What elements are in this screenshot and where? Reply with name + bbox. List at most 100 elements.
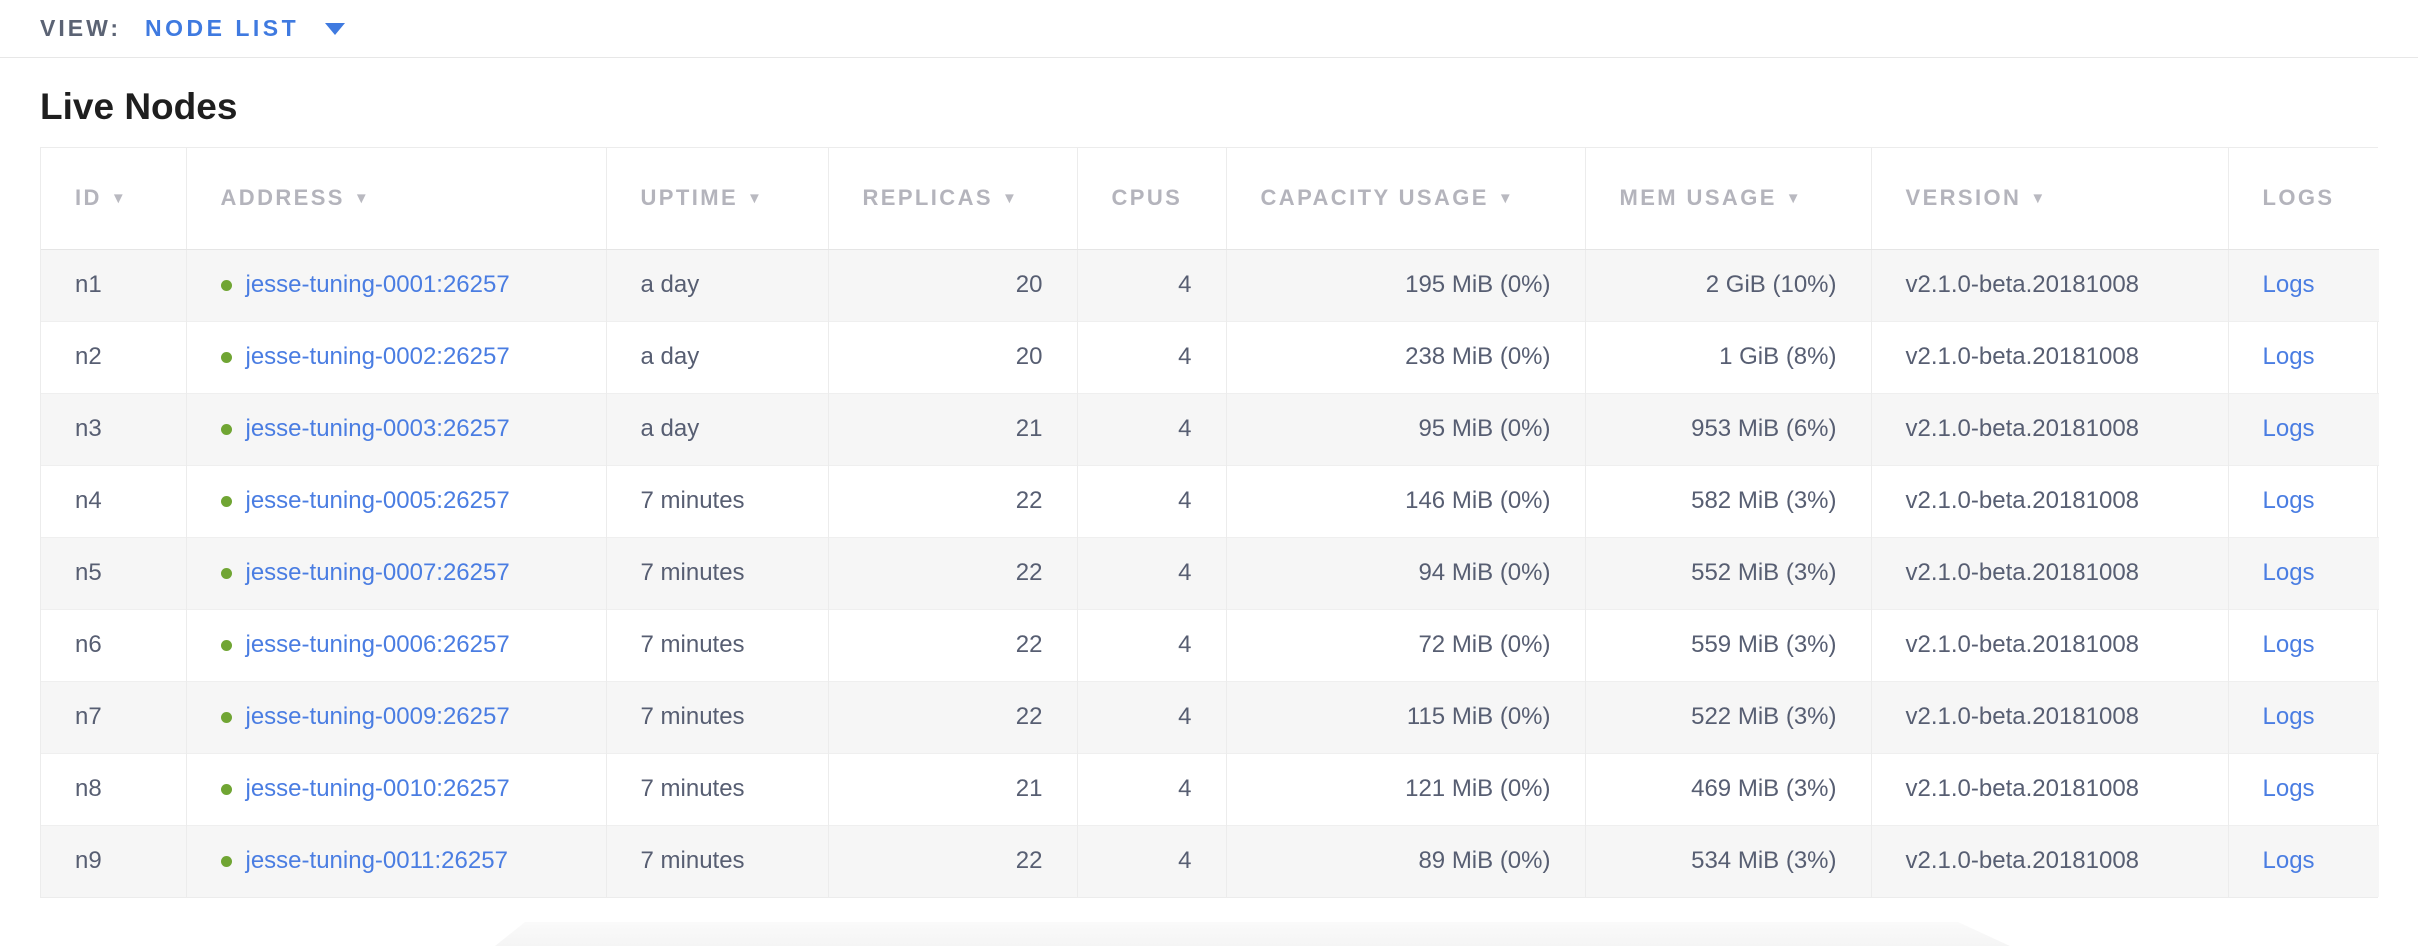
node-logs-cell: Logs (2228, 680, 2379, 753)
view-dropdown-value: NODE LIST (145, 15, 300, 41)
column-header-mem-usage[interactable]: MEM USAGE ▼ (1585, 148, 1872, 250)
node-address-cell: jesse-tuning-0010:26257 (186, 752, 607, 825)
node-logs-link[interactable]: Logs (2262, 271, 2315, 298)
node-uptime-cell: 7 minutes (606, 536, 829, 609)
node-address-cell: jesse-tuning-0006:26257 (186, 608, 607, 681)
node-id-cell: n4 (41, 464, 187, 537)
node-live-status-icon (220, 639, 232, 651)
sort-desc-icon: ▼ (353, 190, 369, 208)
node-mem-cell: 559 MiB (3%) (1585, 608, 1872, 681)
node-address-link[interactable]: jesse-tuning-0002:26257 (245, 343, 510, 370)
column-header-logs: LOGS (2228, 148, 2379, 250)
node-live-status-icon (220, 711, 232, 723)
column-header-version[interactable]: VERSION ▼ (1871, 148, 2229, 250)
node-address-cell: jesse-tuning-0002:26257 (186, 320, 607, 393)
node-address-cell: jesse-tuning-0011:26257 (186, 824, 607, 897)
node-mem-cell: 469 MiB (3%) (1585, 752, 1872, 825)
node-id-cell: n1 (41, 249, 187, 321)
node-replicas-cell: 22 (828, 608, 1078, 681)
node-logs-link[interactable]: Logs (2262, 415, 2315, 442)
node-logs-cell: Logs (2228, 608, 2379, 681)
node-address-cell: jesse-tuning-0003:26257 (186, 392, 607, 465)
node-cpus-cell: 4 (1077, 464, 1227, 537)
node-capacity-cell: 195 MiB (0%) (1226, 249, 1586, 321)
node-logs-link[interactable]: Logs (2262, 847, 2315, 875)
node-version-cell: v2.1.0-beta.20181008 (1871, 608, 2229, 681)
node-address-link[interactable]: jesse-tuning-0003:26257 (245, 415, 510, 442)
node-logs-cell: Logs (2228, 536, 2379, 609)
node-logs-link[interactable]: Logs (2262, 487, 2315, 514)
view-label: VIEW: (40, 15, 122, 41)
node-replicas-cell: 21 (828, 752, 1078, 825)
node-id-cell: n9 (41, 824, 187, 897)
node-uptime-cell: a day (606, 392, 829, 465)
table-row: n7 jesse-tuning-0009:26257 7 minutes 22 4 115… (41, 680, 2379, 753)
node-address-link[interactable]: jesse-tuning-0009:26257 (245, 703, 510, 730)
node-version-cell: v2.1.0-beta.20181008 (1871, 464, 2229, 537)
node-logs-cell: Logs (2228, 464, 2379, 537)
node-id-cell: n8 (41, 752, 187, 825)
table-row: n9 jesse-tuning-0011:26257 7 minutes 22 4 89 … (41, 824, 2379, 897)
node-address-cell: jesse-tuning-0007:26257 (186, 536, 607, 609)
sort-desc-icon: ▼ (747, 190, 762, 208)
view-dropdown[interactable]: NODE LIST (145, 15, 346, 42)
node-logs-link[interactable]: Logs (2262, 343, 2315, 370)
column-header-replicas[interactable]: REPLICAS ▼ (828, 148, 1078, 250)
node-id-cell: n3 (41, 392, 187, 465)
node-mem-cell: 552 MiB (3%) (1585, 536, 1872, 609)
table-row: n4 jesse-tuning-0005:26257 7 minutes 22 4 146… (41, 464, 2379, 537)
sort-desc-icon: ▼ (1001, 190, 1017, 208)
node-version-cell: v2.1.0-beta.20181008 (1871, 249, 2229, 321)
node-version-cell: v2.1.0-beta.20181008 (1871, 680, 2229, 753)
node-capacity-cell: 95 MiB (0%) (1226, 392, 1586, 465)
node-address-link[interactable]: jesse-tuning-0010:26257 (245, 775, 510, 802)
node-live-status-icon (220, 855, 232, 867)
node-replicas-cell: 21 (828, 392, 1078, 465)
node-uptime-cell: 7 minutes (606, 464, 829, 537)
node-mem-cell: 522 MiB (3%) (1585, 680, 1872, 753)
column-header-capacity-usage[interactable]: CAPACITY USAGE ▼ (1226, 148, 1586, 250)
node-id-cell: n5 (41, 536, 187, 609)
node-logs-cell: Logs (2228, 392, 2379, 465)
node-capacity-cell: 115 MiB (0%) (1226, 680, 1586, 753)
node-cpus-cell: 4 (1077, 320, 1227, 393)
node-mem-cell: 534 MiB (3%) (1585, 824, 1872, 897)
node-version-cell: v2.1.0-beta.20181008 (1871, 320, 2229, 393)
node-address-link[interactable]: jesse-tuning-0011:26257 (245, 847, 508, 875)
node-cpus-cell: 4 (1077, 824, 1227, 897)
column-header-uptime[interactable]: UPTIME ▼ (606, 148, 829, 250)
node-cpus-cell: 4 (1077, 536, 1227, 609)
node-logs-link[interactable]: Logs (2262, 631, 2315, 658)
node-cpus-cell: 4 (1077, 249, 1227, 321)
node-mem-cell: 582 MiB (3%) (1585, 464, 1872, 537)
sort-desc-icon: ▼ (110, 190, 126, 208)
node-replicas-cell: 22 (828, 824, 1078, 897)
node-cpus-cell: 4 (1077, 608, 1227, 681)
node-replicas-cell: 20 (828, 320, 1078, 393)
node-address-link[interactable]: jesse-tuning-0005:26257 (245, 487, 510, 514)
column-header-id[interactable]: ID ▼ (41, 148, 187, 250)
live-nodes-table-container: ID ▼ ADDRESS ▼ UPTIME ▼ REPLICAS ▼ CPUS CAPA… (40, 147, 2379, 898)
node-replicas-cell: 22 (828, 464, 1078, 537)
node-version-cell: v2.1.0-beta.20181008 (1871, 824, 2229, 897)
node-logs-link[interactable]: Logs (2262, 703, 2315, 730)
column-header-cpus: CPUS (1077, 148, 1227, 250)
node-live-status-icon (220, 495, 232, 507)
node-replicas-cell: 20 (828, 249, 1078, 321)
column-header-address[interactable]: ADDRESS ▼ (186, 148, 607, 250)
node-cpus-cell: 4 (1077, 392, 1227, 465)
node-cpus-cell: 4 (1077, 680, 1227, 753)
chevron-down-icon (325, 22, 346, 35)
node-version-cell: v2.1.0-beta.20181008 (1871, 752, 2229, 825)
node-uptime-cell: a day (606, 320, 829, 393)
node-logs-link[interactable]: Logs (2262, 775, 2315, 802)
node-address-link[interactable]: jesse-tuning-0007:26257 (245, 559, 510, 586)
table-row: n6 jesse-tuning-0006:26257 7 minutes 22 4 72 … (41, 608, 2379, 681)
node-address-link[interactable]: jesse-tuning-0001:26257 (245, 271, 510, 298)
node-logs-link[interactable]: Logs (2262, 559, 2315, 586)
table-row: n3 jesse-tuning-0003:26257 a day 21 4 95 MiB … (41, 392, 2379, 465)
sort-desc-icon: ▼ (2030, 190, 2046, 208)
node-id-cell: n6 (41, 608, 187, 681)
sort-desc-icon: ▼ (1497, 190, 1513, 208)
node-address-link[interactable]: jesse-tuning-0006:26257 (245, 631, 510, 658)
